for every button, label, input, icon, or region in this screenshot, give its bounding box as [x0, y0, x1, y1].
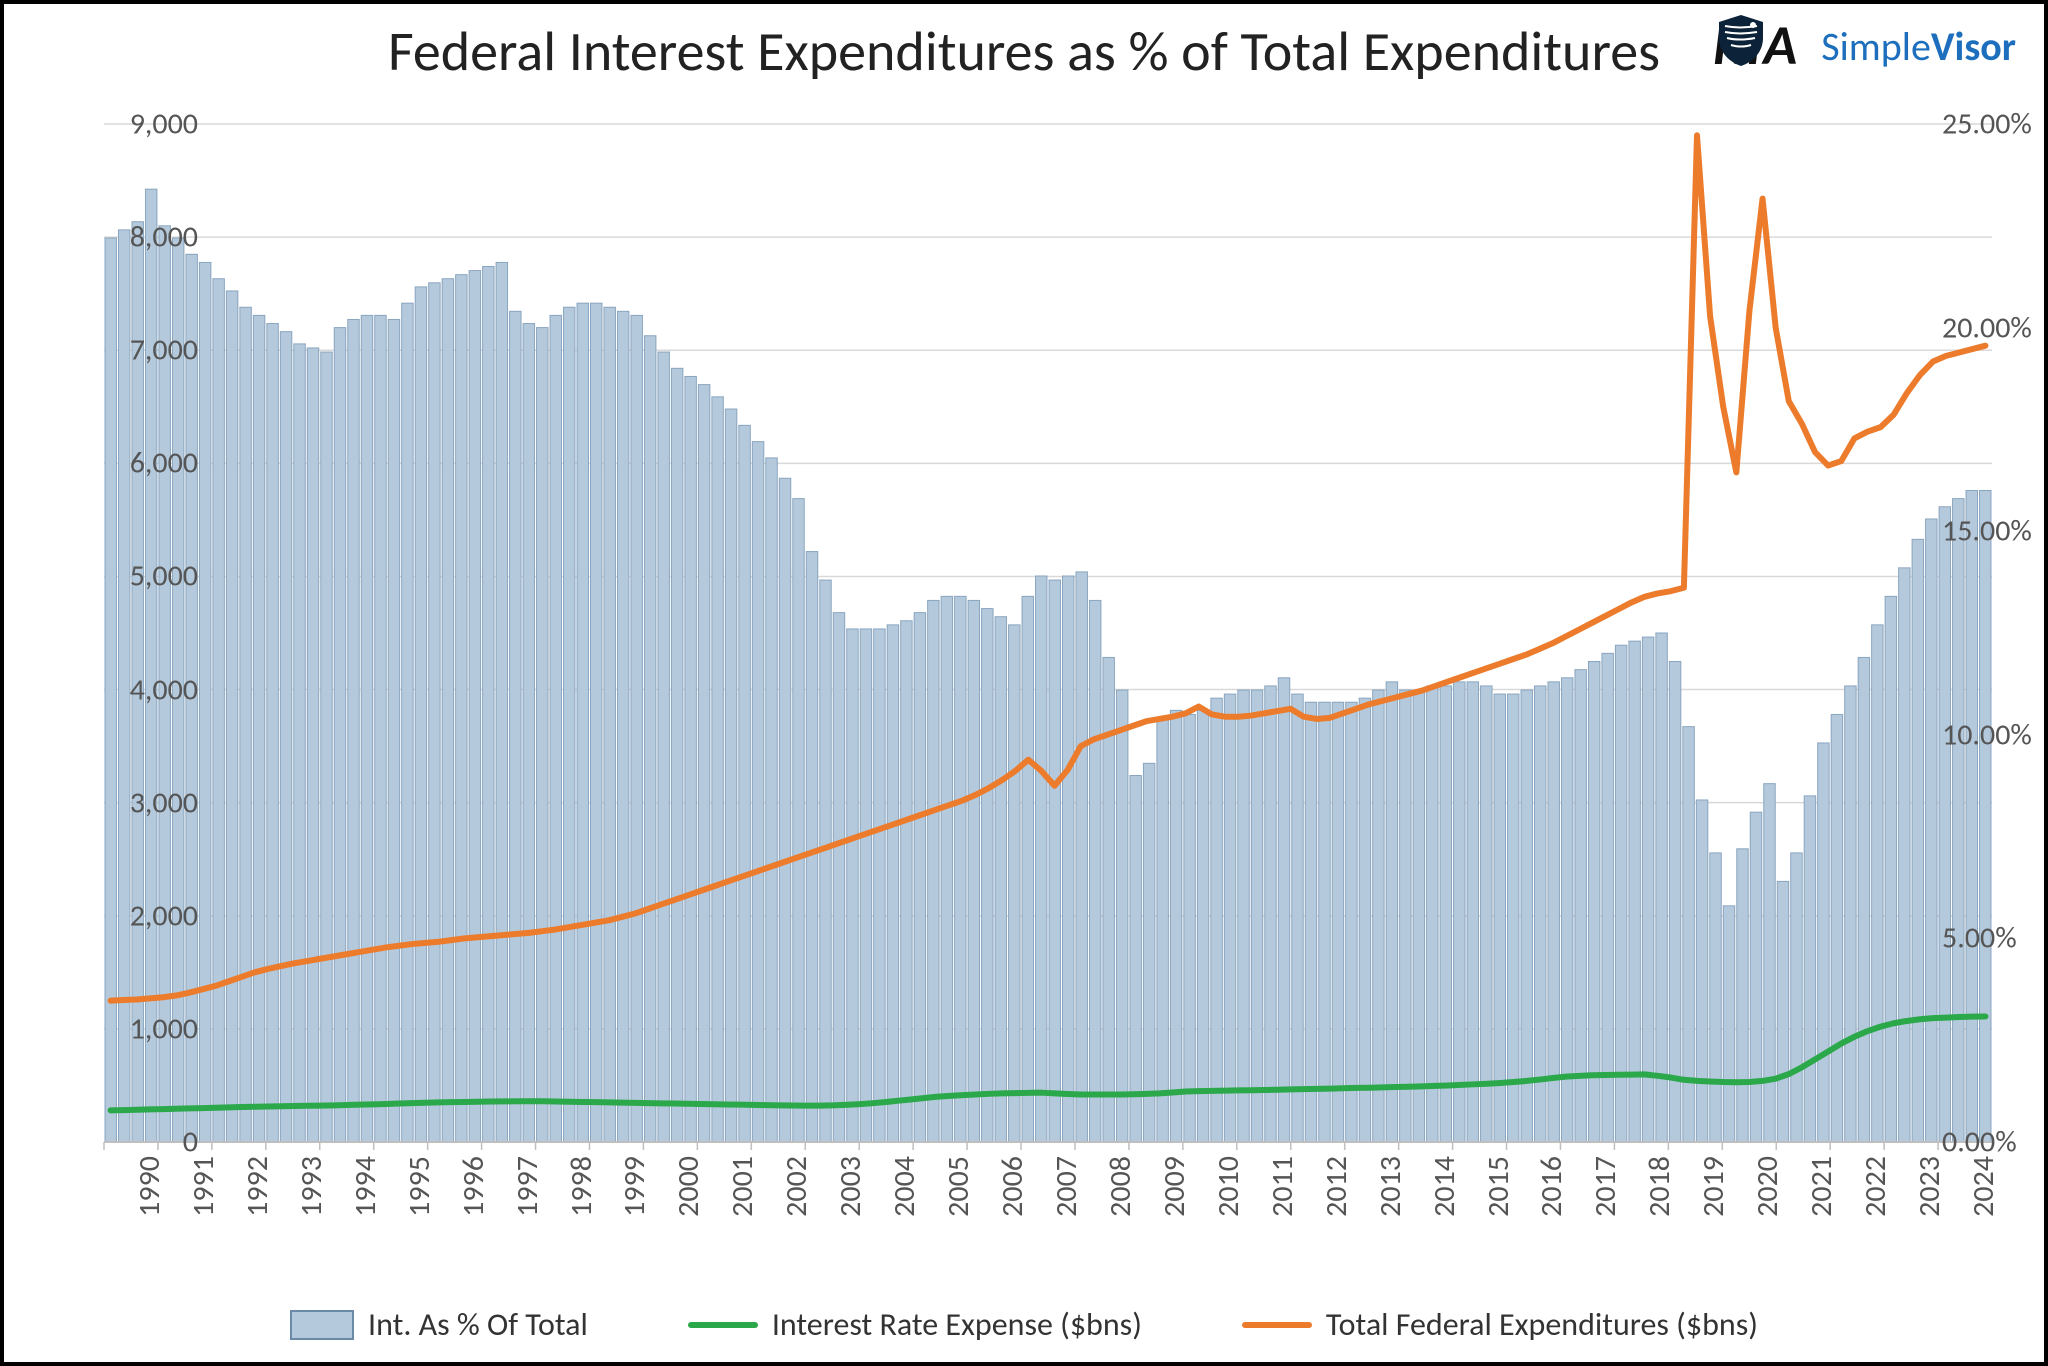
legend-item-orange: Total Federal Expenditures ($bns) — [1242, 1305, 1758, 1344]
x-tick-label: 2007 — [1048, 1156, 1085, 1217]
y-left-tick-label: 7,000 — [108, 332, 198, 369]
y-left-tick-label: 3,000 — [108, 784, 198, 821]
x-tick-label: 1998 — [563, 1156, 600, 1217]
y-left-tick-label: 8,000 — [108, 219, 198, 256]
ria-logo: RIA — [1713, 12, 1799, 80]
legend: Int. As % Of Total Interest Rate Expense… — [4, 1305, 2044, 1344]
y-left-tick-label: 5,000 — [108, 558, 198, 595]
chart-svg — [104, 124, 1992, 1142]
y-right-tick-label: 0.00% — [1942, 1124, 2048, 1161]
x-tick-label: 1995 — [401, 1156, 438, 1217]
x-tick-label: 1991 — [185, 1156, 222, 1217]
x-tick-label: 1993 — [293, 1156, 330, 1217]
y-left-tick-label: 2,000 — [108, 897, 198, 934]
ria-shield-icon — [1713, 12, 1769, 68]
brand-block: RIA SimpleVisor — [1713, 12, 2016, 80]
chart-frame: Federal Interest Expenditures as % of To… — [0, 0, 2048, 1366]
x-tick-label: 1999 — [616, 1156, 653, 1217]
y-right-tick-label: 25.00% — [1942, 106, 2048, 143]
x-tick-label: 2000 — [670, 1156, 707, 1217]
y-left-tick-label: 0 — [108, 1124, 198, 1161]
x-tick-label: 2003 — [832, 1156, 869, 1217]
x-tick-label: 2015 — [1480, 1156, 1517, 1217]
legend-label-orange: Total Federal Expenditures ($bns) — [1326, 1305, 1758, 1344]
x-tick-label: 2024 — [1965, 1156, 2002, 1217]
y-left-tick-label: 6,000 — [108, 445, 198, 482]
legend-label-bar: Int. As % Of Total — [368, 1305, 588, 1344]
plot-area: 01,0002,0003,0004,0005,0006,0007,0008,00… — [104, 124, 1992, 1142]
x-tick-label: 2020 — [1749, 1156, 1786, 1217]
x-tick-label: 2019 — [1695, 1156, 1732, 1217]
y-right-tick-label: 10.00% — [1942, 716, 2048, 753]
simplevisor-logo: SimpleVisor — [1821, 22, 2016, 71]
x-tick-label: 2011 — [1264, 1156, 1301, 1217]
legend-swatch-green — [688, 1322, 758, 1328]
y-right-tick-label: 5.00% — [1942, 920, 2048, 957]
x-tick-label: 1997 — [509, 1156, 546, 1217]
x-tick-label: 2002 — [778, 1156, 815, 1217]
x-tick-label: 2014 — [1426, 1156, 1463, 1217]
x-tick-label: 1996 — [455, 1156, 492, 1217]
legend-swatch-bar — [290, 1310, 354, 1340]
x-tick-label: 2013 — [1372, 1156, 1409, 1217]
x-tick-label: 2005 — [940, 1156, 977, 1217]
y-right-tick-label: 20.00% — [1942, 309, 2048, 346]
legend-label-green: Interest Rate Expense ($bns) — [772, 1305, 1142, 1344]
legend-item-bar: Int. As % Of Total — [290, 1305, 588, 1344]
x-tick-label: 1992 — [239, 1156, 276, 1217]
x-tick-label: 2006 — [994, 1156, 1031, 1217]
x-tick-label: 2008 — [1102, 1156, 1139, 1217]
x-tick-label: 2012 — [1318, 1156, 1355, 1217]
x-tick-label: 2017 — [1587, 1156, 1624, 1217]
y-left-tick-label: 1,000 — [108, 1010, 198, 1047]
x-tick-label: 1990 — [131, 1156, 168, 1217]
x-tick-label: 2004 — [886, 1156, 923, 1217]
x-tick-label: 2001 — [724, 1156, 761, 1217]
y-right-tick-label: 15.00% — [1942, 513, 2048, 550]
x-tick-label: 1994 — [347, 1156, 384, 1217]
x-tick-label: 2022 — [1857, 1156, 1894, 1217]
x-tick-label: 2023 — [1911, 1156, 1948, 1217]
x-tick-label: 2021 — [1803, 1156, 1840, 1217]
x-tick-label: 2016 — [1533, 1156, 1570, 1217]
legend-swatch-orange — [1242, 1322, 1312, 1328]
y-left-tick-label: 9,000 — [108, 106, 198, 143]
x-tick-label: 2010 — [1210, 1156, 1247, 1217]
y-left-tick-label: 4,000 — [108, 671, 198, 708]
x-tick-label: 2009 — [1156, 1156, 1193, 1217]
x-tick-label: 2018 — [1641, 1156, 1678, 1217]
legend-item-green: Interest Rate Expense ($bns) — [688, 1305, 1142, 1344]
